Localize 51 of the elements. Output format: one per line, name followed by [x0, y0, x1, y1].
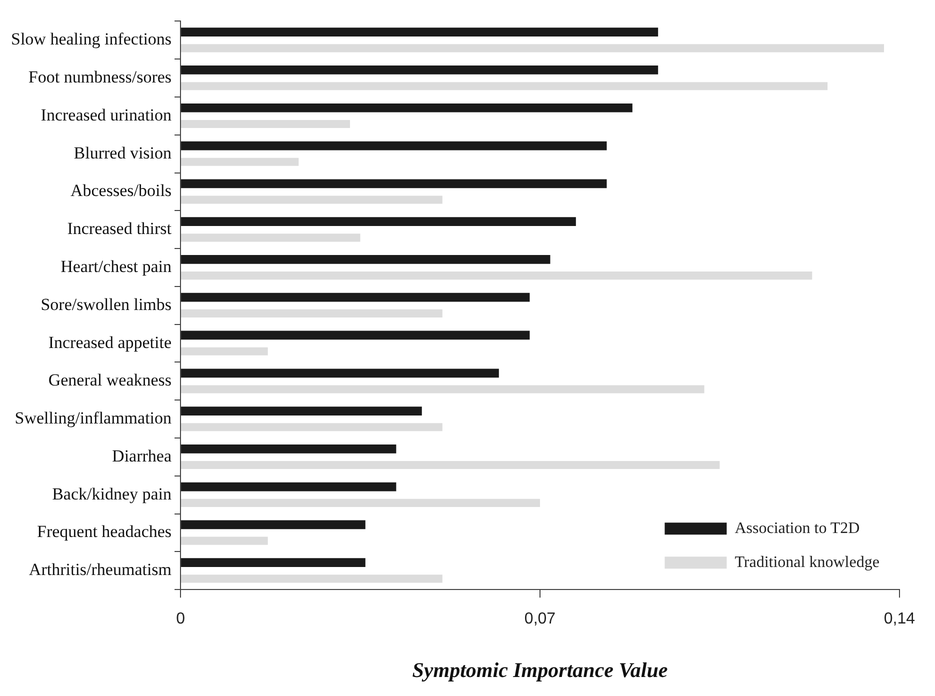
bar: [181, 385, 704, 394]
y-tick-label: Abcesses/boils: [70, 181, 172, 200]
x-tick-label: 0: [176, 610, 186, 628]
x-tick-label: 0,07: [524, 610, 556, 628]
y-tick-label: Foot numbness/sores: [28, 68, 172, 87]
bar: [181, 234, 360, 242]
legend-label: Association to T2D: [734, 520, 860, 537]
bar: [181, 330, 530, 340]
y-tick-label: Arthritis/rheumatism: [28, 560, 172, 580]
bar: [181, 66, 658, 74]
bar: [181, 406, 422, 416]
bar: [181, 158, 299, 166]
bar: [181, 558, 366, 568]
bar: [181, 444, 396, 454]
bar: [181, 179, 607, 188]
bar: [181, 120, 350, 128]
bar: [181, 272, 812, 280]
bar: [181, 520, 366, 530]
bar: [181, 103, 632, 112]
y-tick-label: Sore/swollen limbs: [40, 294, 172, 314]
y-tick-label: General weakness: [48, 370, 172, 390]
bar: [181, 423, 442, 432]
bar: [181, 196, 442, 204]
bar: [181, 28, 658, 37]
bar: [181, 536, 268, 545]
legend-label: Traditional knowledge: [734, 554, 880, 571]
x-axis-title: Symptomic Importance Value: [412, 658, 668, 682]
bar: [181, 82, 828, 90]
bar: [181, 347, 268, 356]
bar: [181, 292, 530, 302]
y-tick-label: Swelling/inflammation: [14, 408, 172, 428]
bar: [181, 309, 442, 318]
y-tick-label: Increased urination: [40, 105, 172, 124]
y-tick-label: Blurred vision: [74, 143, 172, 162]
bar: [181, 44, 884, 52]
bar: [181, 461, 720, 470]
x-tick-label: 0,14: [884, 610, 916, 628]
y-tick-label: Slow healing infections: [11, 30, 172, 49]
y-tick-label: Increased thirst: [67, 219, 172, 238]
bar: [181, 498, 540, 507]
y-tick-label: Diarrhea: [112, 446, 172, 466]
bar: [181, 574, 442, 583]
bar: [181, 217, 576, 226]
y-tick-label: Frequent headaches: [37, 522, 172, 542]
y-tick-label: Heart/chest pain: [60, 256, 172, 276]
bar: [181, 141, 607, 150]
y-tick-label: Increased appetite: [48, 332, 172, 352]
bar: [181, 368, 499, 378]
bar: [181, 482, 396, 492]
bar: [181, 255, 550, 264]
y-tick-label: Back/kidney pain: [52, 484, 172, 504]
